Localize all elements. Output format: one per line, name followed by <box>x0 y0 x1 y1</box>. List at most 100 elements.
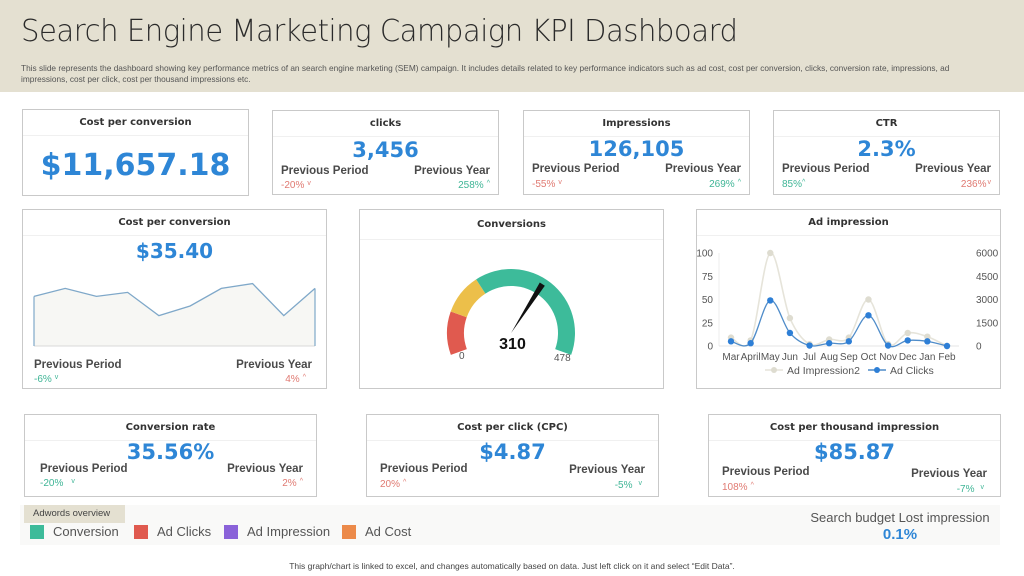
previous-period-value: 85%^ <box>782 179 805 190</box>
y-left-tick-label: 50 <box>702 295 714 306</box>
legend-swatch <box>342 524 356 539</box>
previous-year-label: Previous Year <box>227 463 303 475</box>
previous-year-value: 258% ^ <box>458 180 490 191</box>
arrow-up-icon: ^ <box>299 478 303 485</box>
arrow-down-icon: v <box>980 484 985 491</box>
previous-period-value: -6% v <box>34 374 58 385</box>
conversions-gauge <box>447 269 575 355</box>
previous-year-label: Previous Year <box>915 163 991 175</box>
adwords-overview-title: Adwords overview <box>24 505 125 523</box>
data-point-ad-clicks <box>904 337 911 344</box>
arrow-up-icon: ^ <box>750 482 754 489</box>
gauge-min: 0 <box>459 351 465 362</box>
data-point-ad-impression2 <box>767 249 774 257</box>
data-point-ad-impression2 <box>904 329 911 337</box>
arrow-down-icon: v <box>638 480 643 487</box>
kpi-card-ctr: CTR 2.3% Previous Period 85%^ Previous Y… <box>773 110 1000 195</box>
gauge-segment-high <box>476 269 575 355</box>
page-subtitle: This slide represents the dashboard show… <box>21 63 950 84</box>
card-title: Conversion rate <box>25 415 316 441</box>
previous-period-value: -20% v <box>281 180 311 191</box>
x-tick-label: April <box>741 352 761 363</box>
y-right-tick-label: 6000 <box>976 249 999 260</box>
legend-label: Conversion <box>53 524 119 539</box>
data-point-ad-impression2 <box>865 296 872 303</box>
kpi-value: $11,657.18 <box>40 148 231 183</box>
arrow-up-icon: ^ <box>486 180 490 187</box>
legend-label: Ad Cost <box>365 524 412 539</box>
previous-year-label: Previous Year <box>236 359 312 371</box>
previous-year-value: 4% ^ <box>285 374 306 385</box>
kpi-card-conversion-rate: Conversion rate 35.56% Previous Period -… <box>24 414 317 497</box>
sparkline-line <box>33 282 316 317</box>
y-left-tick-label: 0 <box>707 342 713 353</box>
gauge-value: 310 <box>499 336 526 353</box>
previous-year-value: -7% v <box>957 484 984 495</box>
y-left-tick-label: 100 <box>697 249 713 260</box>
search-budget-lost-value: 0.1% <box>882 526 918 543</box>
gauge-segment-low <box>447 311 467 355</box>
data-point-ad-clicks <box>806 342 813 349</box>
previous-period-label: Previous Period <box>40 463 128 475</box>
data-point-ad-impression2 <box>924 333 931 340</box>
x-tick-label: Feb <box>938 352 956 363</box>
data-point-ad-clicks <box>727 338 735 345</box>
gauge-needle <box>511 282 545 333</box>
gauge-card-conversions: Conversions 310 0 478 <box>359 209 664 389</box>
y-right-tick-label: 0 <box>976 342 982 353</box>
legend-swatch <box>134 524 148 539</box>
previous-year-value: 236%v <box>961 179 991 190</box>
data-point-ad-impression2 <box>786 314 794 322</box>
gauge-segment-mid <box>450 279 486 318</box>
legend-item-ad-cost: Ad Cost <box>342 524 411 539</box>
legend-label-ad-impression2: Ad Impression2 <box>787 365 860 377</box>
legend-swatch <box>30 524 44 539</box>
previous-period-label: Previous Period <box>281 165 369 177</box>
x-tick-label: Jan <box>919 352 935 363</box>
legend-label-ad-clicks: Ad Clicks <box>890 365 934 377</box>
arrow-down-icon: v <box>54 374 59 381</box>
x-tick-label: Sep <box>840 352 858 363</box>
x-tick-label: Dec <box>899 352 917 363</box>
gauge-max: 478 <box>554 353 571 364</box>
previous-period-label: Previous Period <box>532 163 620 175</box>
card-title: Cost per click (CPC) <box>367 415 658 441</box>
series-line-ad-impression2 <box>730 252 948 347</box>
value-text: 108% <box>722 482 748 493</box>
kpi-value: $85.87 <box>813 440 896 464</box>
previous-year-label: Previous Year <box>414 165 490 177</box>
value-text: 20% <box>380 479 401 490</box>
previous-year-label: Previous Year <box>569 464 645 476</box>
arrow-up-icon: ^ <box>737 179 741 186</box>
y-right-tick-label: 3000 <box>976 295 999 306</box>
y-left-tick-label: 75 <box>702 272 714 283</box>
legend-label: Ad Impression <box>247 524 331 539</box>
data-point-ad-clicks <box>924 338 931 345</box>
data-point-ad-clicks <box>865 312 872 319</box>
legend-marker-ad-clicks <box>874 367 880 373</box>
data-point-ad-clicks <box>943 342 951 350</box>
search-budget-lost-label: Search budget Lost impression <box>810 510 990 525</box>
kpi-value: 3,456 <box>352 138 419 162</box>
arrow-up-icon: ^ <box>302 374 306 381</box>
previous-period-value: 108% ^ <box>722 482 754 493</box>
value-text: 2% <box>282 478 297 489</box>
y-right-tick-label: 1500 <box>976 318 999 329</box>
value-text: 258% <box>458 180 484 191</box>
series-line-ad-clicks <box>730 299 948 348</box>
previous-year-value: 269% ^ <box>709 179 741 190</box>
previous-year-label: Previous Year <box>911 468 987 480</box>
legend-swatch <box>224 524 238 539</box>
sparkline-area <box>34 283 315 346</box>
kpi-card-cpc: Cost per click (CPC) $4.87 Previous Peri… <box>366 414 659 497</box>
value-text: 236% <box>960 179 987 190</box>
arrow-down-icon: v <box>307 180 311 187</box>
data-point-ad-clicks <box>884 342 892 349</box>
x-tick-label: May <box>761 352 780 363</box>
x-tick-label: Oct <box>861 352 877 363</box>
kpi-value: 2.3% <box>857 137 916 161</box>
card-title: Cost per conversion <box>23 110 248 136</box>
legend-marker-ad-impression2 <box>771 367 777 373</box>
y-right-tick-label: 4500 <box>976 272 999 283</box>
